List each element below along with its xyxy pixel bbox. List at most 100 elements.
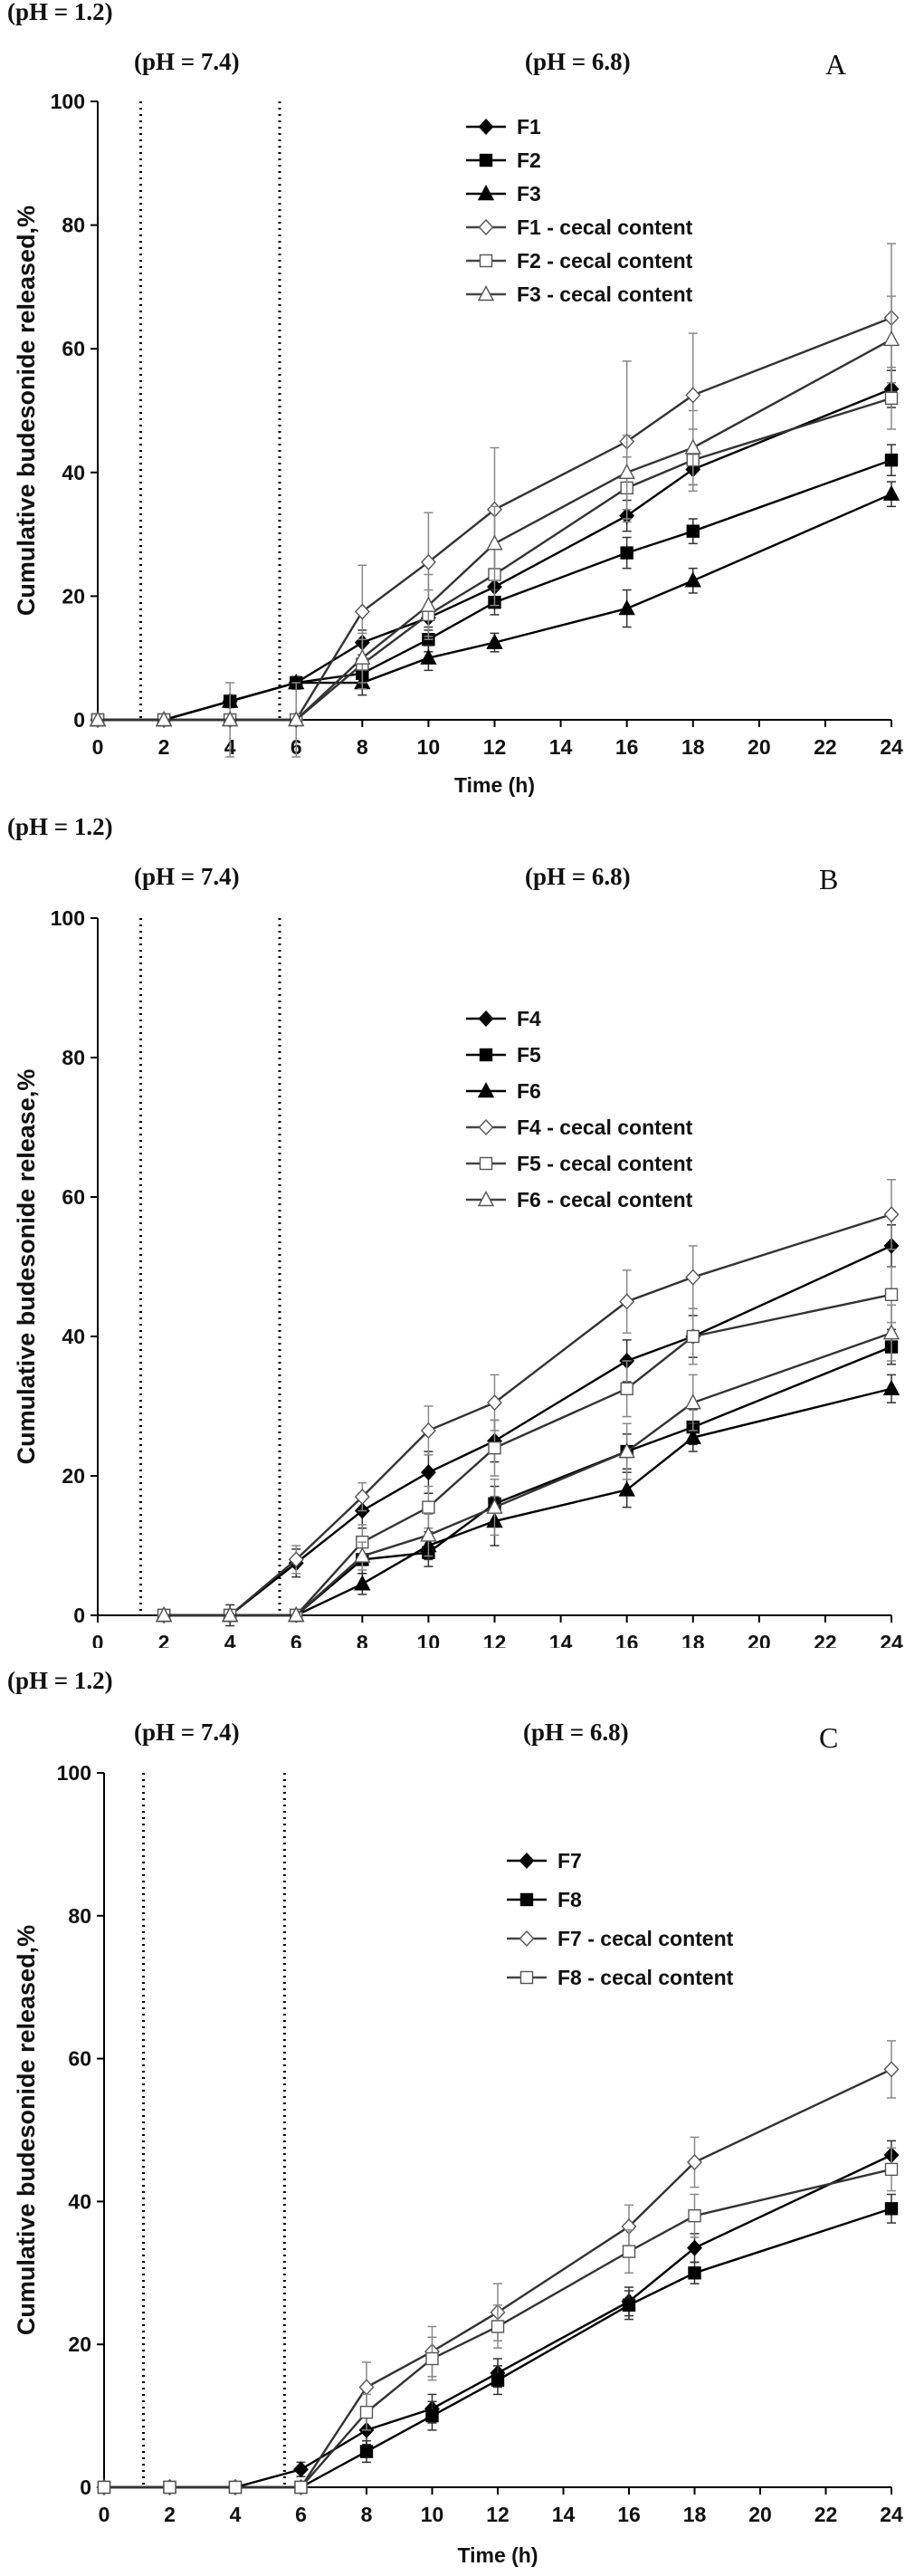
legend-entry: F8 [507, 1888, 582, 1911]
data-point [884, 1288, 899, 1301]
y-axis-label: Cumulative budesonide release,% [13, 1069, 40, 1465]
series-f5---cecal-content [157, 1266, 899, 1623]
data-point [882, 484, 900, 501]
x-tick-label: 20 [748, 1631, 771, 1648]
x-axis-label: Time (h) [457, 2543, 538, 2567]
phase-label: (pH = 6.8) [525, 863, 631, 890]
y-tick-label: 100 [51, 90, 85, 113]
legend-label: F4 [517, 1007, 541, 1030]
data-point [425, 2408, 439, 2423]
legend-marker [519, 1852, 535, 1870]
legend-marker [478, 218, 494, 236]
data-point [354, 1489, 370, 1506]
y-tick-label: 0 [73, 708, 85, 732]
y-tick-label: 80 [62, 1046, 85, 1069]
legend-entry: F8 - cecal content [507, 1966, 734, 1989]
y-tick-label: 80 [68, 1904, 91, 1928]
release-chart-c: (pH = 1.2)(pH = 7.4) (pH = 6.8) C020406080… [7, 1671, 903, 2567]
x-tick-label: 24 [880, 1631, 903, 1648]
y-tick-label: 40 [68, 2189, 91, 2213]
series-line [104, 2068, 892, 2489]
data-point [354, 1575, 371, 1591]
data-point [618, 463, 635, 479]
x-tick-label: 10 [421, 2503, 444, 2526]
y-tick-label: 80 [62, 214, 85, 237]
release-chart-b: (pH = 1.2)(pH = 7.4) (pH = 6.8) B020406080… [7, 815, 903, 1648]
x-tick-label: 20 [748, 735, 771, 759]
phase-label: (pH = 7.4) [134, 863, 240, 890]
legend-marker [477, 185, 495, 201]
phase-label: (pH = 1.2) [7, 1671, 113, 1694]
data-point [163, 2480, 176, 2495]
data-point [882, 330, 900, 347]
x-tick-label: 0 [99, 2503, 110, 2526]
series-f4---cecal-content [156, 1179, 900, 1624]
data-point [685, 387, 701, 404]
x-tick-label: 6 [291, 1631, 302, 1648]
series-f8---cecal-content [97, 2147, 899, 2495]
data-point [622, 2245, 636, 2258]
x-tick-label: 10 [417, 1631, 441, 1648]
x-tick-label: 0 [92, 735, 104, 759]
data-point [686, 1329, 700, 1344]
x-tick-label: 6 [295, 2503, 307, 2526]
data-point [884, 2202, 899, 2216]
data-point [420, 1526, 437, 1542]
data-point [882, 1379, 900, 1395]
data-point [618, 1480, 635, 1497]
phase-label: (pH = 1.2) [7, 815, 113, 840]
legend-entry: F7 [507, 1849, 582, 1872]
data-point [420, 648, 437, 665]
data-point [688, 2208, 701, 2223]
legend-entry: F6 - cecal content [466, 1188, 693, 1211]
legend-label: F3 [517, 182, 541, 206]
x-tick-label: 8 [361, 2503, 373, 2526]
series-line [104, 2168, 892, 2489]
data-point [420, 553, 436, 570]
legend-marker [477, 1082, 495, 1098]
legend-label: F1 - cecal content [517, 215, 693, 239]
release-chart-a: (pH = 1.2)(pH = 7.4) (pH = 6.8) A020406080… [7, 0, 903, 797]
data-point [222, 711, 239, 727]
series-f5 [157, 1328, 899, 1623]
series-line [164, 1332, 892, 1617]
y-tick-label: 0 [73, 1604, 85, 1627]
series-f4 [156, 1224, 900, 1627]
data-point [688, 2266, 701, 2280]
phase-label: (pH = 7.4) [134, 1719, 240, 1746]
data-point [89, 711, 107, 727]
phase-label: (pH = 6.8) [523, 1719, 629, 1746]
x-tick-label: 12 [486, 2503, 510, 2526]
y-tick-label: 20 [62, 584, 85, 608]
data-point [354, 648, 371, 665]
data-point [687, 2153, 702, 2171]
legend-entry: F1 - cecal content [466, 215, 693, 239]
data-point [359, 2445, 374, 2458]
data-point [684, 571, 701, 588]
data-point [228, 2480, 243, 2495]
data-point [684, 1393, 701, 1410]
legend-entry: F4 [466, 1007, 541, 1030]
data-point [620, 546, 634, 560]
y-axis-label: Cumulative budesonide released,% [13, 206, 40, 616]
legend-label: F2 [517, 148, 541, 172]
data-point [293, 2461, 309, 2478]
data-point [420, 596, 437, 612]
data-point [422, 1500, 435, 1514]
legend-label: F1 [517, 115, 541, 139]
data-point [684, 438, 701, 455]
panel-letter: B [819, 863, 838, 895]
phase-label: (pH = 7.4) [134, 48, 240, 75]
legend-entry: F2 [466, 148, 541, 172]
y-tick-label: 100 [57, 1761, 91, 1785]
x-tick-label: 16 [615, 1631, 639, 1648]
legend-marker [519, 1970, 534, 1985]
x-tick-label: 14 [549, 735, 573, 759]
data-point [155, 1606, 173, 1623]
x-tick-label: 2 [158, 1631, 170, 1648]
chart-panel-a: (pH = 1.2) (pH = 7.4) (pH = 6.8) A 0 20 40 60 80… [0, 0, 905, 833]
data-point [882, 1324, 900, 1340]
data-point [618, 1442, 635, 1459]
data-point [687, 2239, 702, 2256]
data-point [622, 2298, 636, 2313]
